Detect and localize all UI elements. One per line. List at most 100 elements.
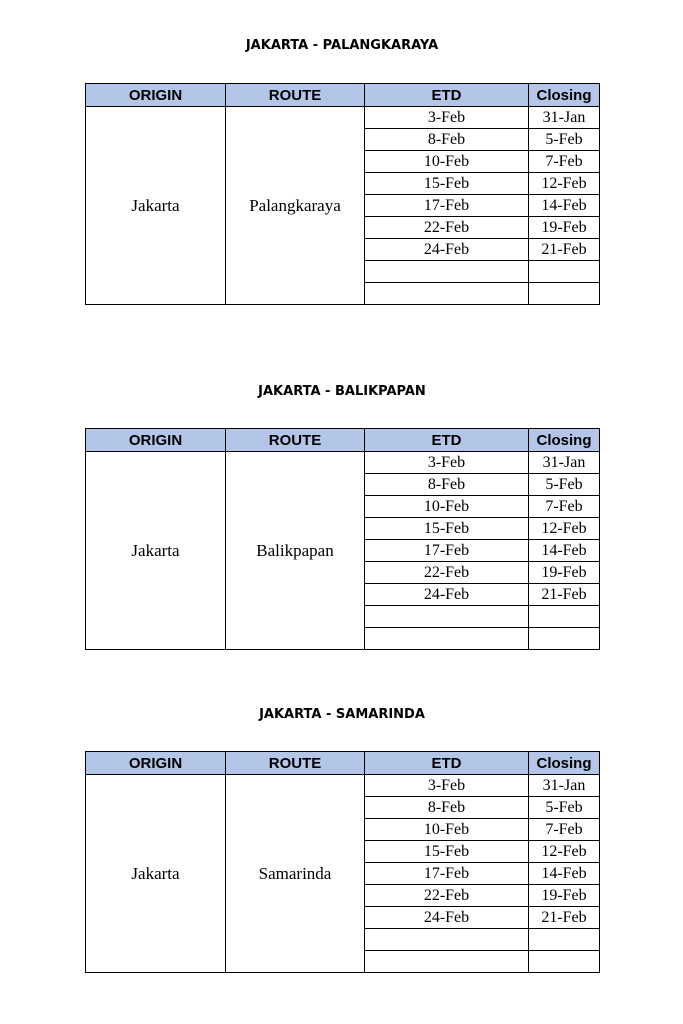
schedule-table: ORIGIN ROUTE ETD Closing Jakarta Samarind… bbox=[85, 751, 600, 973]
etd-cell: 10-Feb bbox=[364, 150, 529, 173]
origin-cell: Jakarta bbox=[85, 106, 226, 305]
table-row: 15-Feb 12-Feb bbox=[86, 172, 600, 195]
schedule-title: JAKARTA - PALANGKARAYA bbox=[245, 38, 439, 53]
table-row bbox=[86, 605, 600, 628]
etd-cell bbox=[364, 282, 529, 305]
closing-cell: 12-Feb bbox=[528, 517, 600, 540]
closing-cell bbox=[528, 928, 600, 951]
etd-cell bbox=[364, 950, 529, 973]
table-row: 17-Feb 14-Feb bbox=[86, 539, 600, 562]
header-row: ORIGIN ROUTE ETD Closing bbox=[85, 83, 600, 107]
table-row: 8-Feb 5-Feb bbox=[86, 796, 600, 819]
etd-cell bbox=[364, 605, 529, 628]
origin-header: ORIGIN bbox=[85, 751, 226, 775]
etd-cell: 24-Feb bbox=[364, 238, 529, 261]
etd-cell: 3-Feb bbox=[364, 106, 529, 129]
closing-cell: 7-Feb bbox=[528, 818, 600, 841]
etd-cell: 22-Feb bbox=[364, 561, 529, 584]
table-row: 10-Feb 7-Feb bbox=[86, 150, 600, 173]
closing-cell bbox=[528, 605, 600, 628]
etd-cell bbox=[364, 928, 529, 951]
closing-cell: 19-Feb bbox=[528, 561, 600, 584]
etd-cell: 22-Feb bbox=[364, 216, 529, 239]
etd-cell: 24-Feb bbox=[364, 583, 529, 606]
table-row bbox=[86, 928, 600, 951]
origin-header: ORIGIN bbox=[85, 83, 226, 107]
table-row: 8-Feb 5-Feb bbox=[86, 473, 600, 496]
etd-cell: 17-Feb bbox=[364, 194, 529, 217]
closing-header: Closing bbox=[528, 428, 600, 452]
table-row: 22-Feb 19-Feb bbox=[86, 884, 600, 907]
closing-cell: 7-Feb bbox=[528, 150, 600, 173]
header-row: ORIGIN ROUTE ETD Closing bbox=[85, 428, 600, 452]
table-row bbox=[86, 282, 600, 305]
table-row: 8-Feb 5-Feb bbox=[86, 128, 600, 151]
schedule-title: JAKARTA - SAMARINDA bbox=[259, 707, 425, 722]
closing-cell: 21-Feb bbox=[528, 583, 600, 606]
closing-cell: 12-Feb bbox=[528, 172, 600, 195]
table-row: 15-Feb 12-Feb bbox=[86, 840, 600, 863]
etd-cell: 17-Feb bbox=[364, 539, 529, 562]
etd-header: ETD bbox=[364, 751, 529, 775]
closing-cell bbox=[528, 260, 600, 283]
table-row: Jakarta Palangkaraya 3-Feb 31-Jan bbox=[85, 106, 600, 305]
etd-cell: 3-Feb bbox=[364, 451, 529, 474]
closing-cell: 19-Feb bbox=[528, 216, 600, 239]
etd-cell: 15-Feb bbox=[364, 840, 529, 863]
etd-cell: 3-Feb bbox=[364, 774, 529, 797]
etd-cell: 17-Feb bbox=[364, 862, 529, 885]
header-row: ORIGIN ROUTE ETD Closing bbox=[85, 751, 600, 775]
table-row bbox=[86, 950, 600, 973]
table-row: 17-Feb 14-Feb bbox=[86, 194, 600, 217]
etd-cell: 8-Feb bbox=[364, 796, 529, 819]
etd-cell: 10-Feb bbox=[364, 818, 529, 841]
table-row: Jakarta Balikpapan 3-Feb 31-Jan bbox=[85, 451, 600, 650]
closing-cell: 14-Feb bbox=[528, 539, 600, 562]
closing-cell: 31-Jan bbox=[528, 451, 600, 474]
closing-cell bbox=[528, 282, 600, 305]
closing-cell: 31-Jan bbox=[528, 774, 600, 797]
etd-header: ETD bbox=[364, 428, 529, 452]
etd-cell: 15-Feb bbox=[364, 172, 529, 195]
origin-cell: Jakarta bbox=[85, 451, 226, 650]
closing-header: Closing bbox=[528, 751, 600, 775]
etd-header: ETD bbox=[364, 83, 529, 107]
route-cell: Palangkaraya bbox=[225, 106, 365, 305]
table-row: 24-Feb 21-Feb bbox=[86, 906, 600, 929]
etd-cell: 8-Feb bbox=[364, 128, 529, 151]
route-cell: Samarinda bbox=[225, 774, 365, 973]
closing-cell: 5-Feb bbox=[528, 473, 600, 496]
route-header: ROUTE bbox=[225, 751, 365, 775]
closing-cell: 19-Feb bbox=[528, 884, 600, 907]
closing-cell: 21-Feb bbox=[528, 238, 600, 261]
closing-cell: 31-Jan bbox=[528, 106, 600, 129]
closing-cell: 14-Feb bbox=[528, 862, 600, 885]
table-row: 10-Feb 7-Feb bbox=[86, 818, 600, 841]
origin-cell: Jakarta bbox=[85, 774, 226, 973]
closing-header: Closing bbox=[528, 83, 600, 107]
route-cell: Balikpapan bbox=[225, 451, 365, 650]
closing-cell bbox=[528, 627, 600, 650]
closing-cell: 7-Feb bbox=[528, 495, 600, 518]
table-row: 24-Feb 21-Feb bbox=[86, 583, 600, 606]
closing-cell bbox=[528, 950, 600, 973]
closing-cell: 14-Feb bbox=[528, 194, 600, 217]
route-header: ROUTE bbox=[225, 83, 365, 107]
etd-cell: 15-Feb bbox=[364, 517, 529, 540]
table-row: Jakarta Samarinda 3-Feb 31-Jan bbox=[85, 774, 600, 973]
etd-cell: 10-Feb bbox=[364, 495, 529, 518]
closing-cell: 5-Feb bbox=[528, 796, 600, 819]
table-row bbox=[86, 627, 600, 650]
closing-cell: 12-Feb bbox=[528, 840, 600, 863]
etd-cell: 22-Feb bbox=[364, 884, 529, 907]
closing-cell: 5-Feb bbox=[528, 128, 600, 151]
etd-cell bbox=[364, 627, 529, 650]
closing-cell: 21-Feb bbox=[528, 906, 600, 929]
route-header: ROUTE bbox=[225, 428, 365, 452]
origin-header: ORIGIN bbox=[85, 428, 226, 452]
schedule-table: ORIGIN ROUTE ETD Closing Jakarta Palangka… bbox=[85, 83, 600, 305]
schedule-title: JAKARTA - BALIKPAPAN bbox=[258, 384, 426, 399]
table-row: 24-Feb 21-Feb bbox=[86, 238, 600, 261]
etd-cell: 24-Feb bbox=[364, 906, 529, 929]
schedule-table: ORIGIN ROUTE ETD Closing Jakarta Balikpap… bbox=[85, 428, 600, 650]
